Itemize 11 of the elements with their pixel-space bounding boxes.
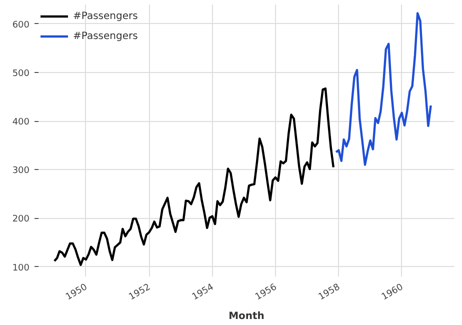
y-tick-label: 600 xyxy=(12,20,30,30)
legend-label: #Passengers xyxy=(73,30,138,42)
y-tick-label: 400 xyxy=(12,118,30,128)
line-series xyxy=(334,12,432,166)
x-axis-title: Month xyxy=(228,311,264,322)
legend-label: #Passengers xyxy=(73,10,138,22)
line-series xyxy=(53,87,335,266)
y-tick-label: 200 xyxy=(12,214,30,225)
y-tick-label: 100 xyxy=(12,263,30,274)
y-tick-label: 300 xyxy=(12,166,30,176)
y-tick-label: 500 xyxy=(12,69,30,79)
